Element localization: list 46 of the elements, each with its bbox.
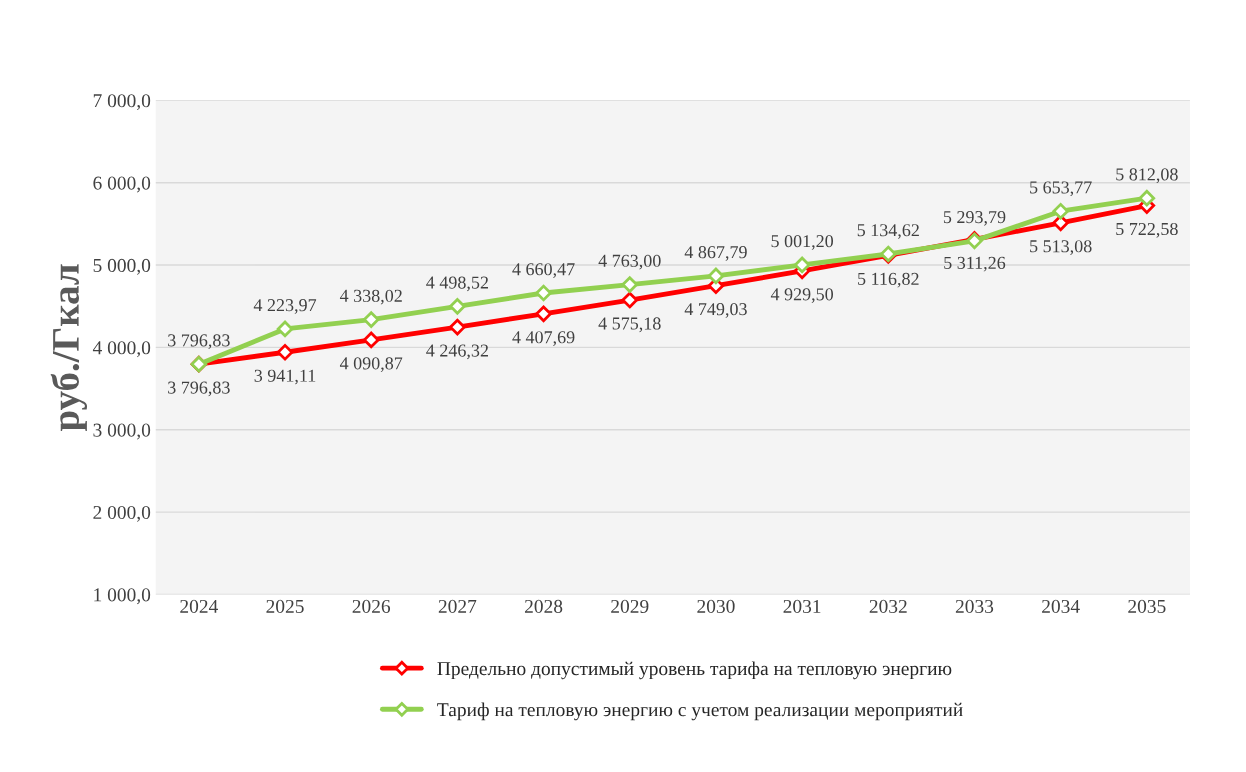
data-label: 3 796,83 bbox=[168, 334, 230, 350]
data-label: 5 001,20 bbox=[771, 235, 834, 250]
y-tick-label: 4 000,0 bbox=[92, 341, 151, 358]
x-tick-label: 2034 bbox=[1042, 599, 1080, 613]
x-tick-label: 2029 bbox=[611, 599, 649, 613]
data-label: 5 311,26 bbox=[944, 256, 1006, 272]
y-tick-label: 7 000,0 bbox=[93, 94, 151, 111]
data-label: 4 929,50 bbox=[770, 288, 834, 303]
x-tick-label: 2030 bbox=[697, 599, 735, 613]
x-tick-label: 2028 bbox=[524, 599, 563, 613]
data-label: 5 653,77 bbox=[1030, 181, 1092, 197]
data-label: 5 722,58 bbox=[1116, 222, 1178, 238]
legend-label: Тариф на тепловую энергию с учетом реализации мероприятий bbox=[437, 702, 963, 721]
data-label: 4 090,87 bbox=[339, 357, 403, 373]
y-tick-label: 6 000,0 bbox=[93, 176, 151, 193]
data-label: 5 293,79 bbox=[943, 211, 1006, 226]
x-tick-label: 2027 bbox=[438, 599, 477, 613]
data-label: 5 812,08 bbox=[1116, 168, 1178, 184]
data-label: 4 867,79 bbox=[684, 246, 747, 261]
y-tick-label: 3 000,0 bbox=[93, 423, 151, 440]
y-tick-label: 2 000,0 bbox=[93, 505, 151, 522]
data-label: 3 941,11 bbox=[254, 369, 316, 385]
x-tick-label: 2031 bbox=[783, 599, 821, 613]
y-tick-label: 1 000,0 bbox=[94, 588, 151, 605]
data-label: 4 407,69 bbox=[512, 331, 575, 346]
data-label: 4 660,47 bbox=[512, 263, 575, 278]
data-label: 4 763,00 bbox=[598, 254, 661, 270]
data-label: 4 498,52 bbox=[426, 276, 488, 292]
x-tick-label: 2032 bbox=[869, 599, 907, 613]
data-label: 3 796,83 bbox=[168, 381, 230, 397]
data-label: 5 134,62 bbox=[857, 224, 919, 239]
data-label: 5 513,08 bbox=[1030, 240, 1092, 255]
data-label: 4 575,18 bbox=[598, 317, 661, 333]
y-axis-title: руб./Гкал bbox=[50, 264, 87, 431]
data-label: 4 246,32 bbox=[426, 344, 488, 360]
x-tick-label: 2025 bbox=[266, 599, 304, 613]
x-tick-label: 2024 bbox=[180, 599, 218, 613]
data-label: 5 116,82 bbox=[858, 272, 919, 288]
data-label: 4 749,03 bbox=[684, 303, 747, 318]
legend-label: Предельно допустимый уровень тарифа на тепловую энергию bbox=[437, 661, 952, 680]
y-tick-label: 5 000,0 bbox=[93, 258, 151, 275]
x-tick-label: 2033 bbox=[955, 599, 994, 613]
x-tick-label: 2026 bbox=[352, 599, 391, 613]
data-label: 4 223,97 bbox=[253, 299, 317, 314]
data-label: 4 338,02 bbox=[339, 289, 402, 305]
x-tick-label: 2035 bbox=[1128, 599, 1166, 613]
